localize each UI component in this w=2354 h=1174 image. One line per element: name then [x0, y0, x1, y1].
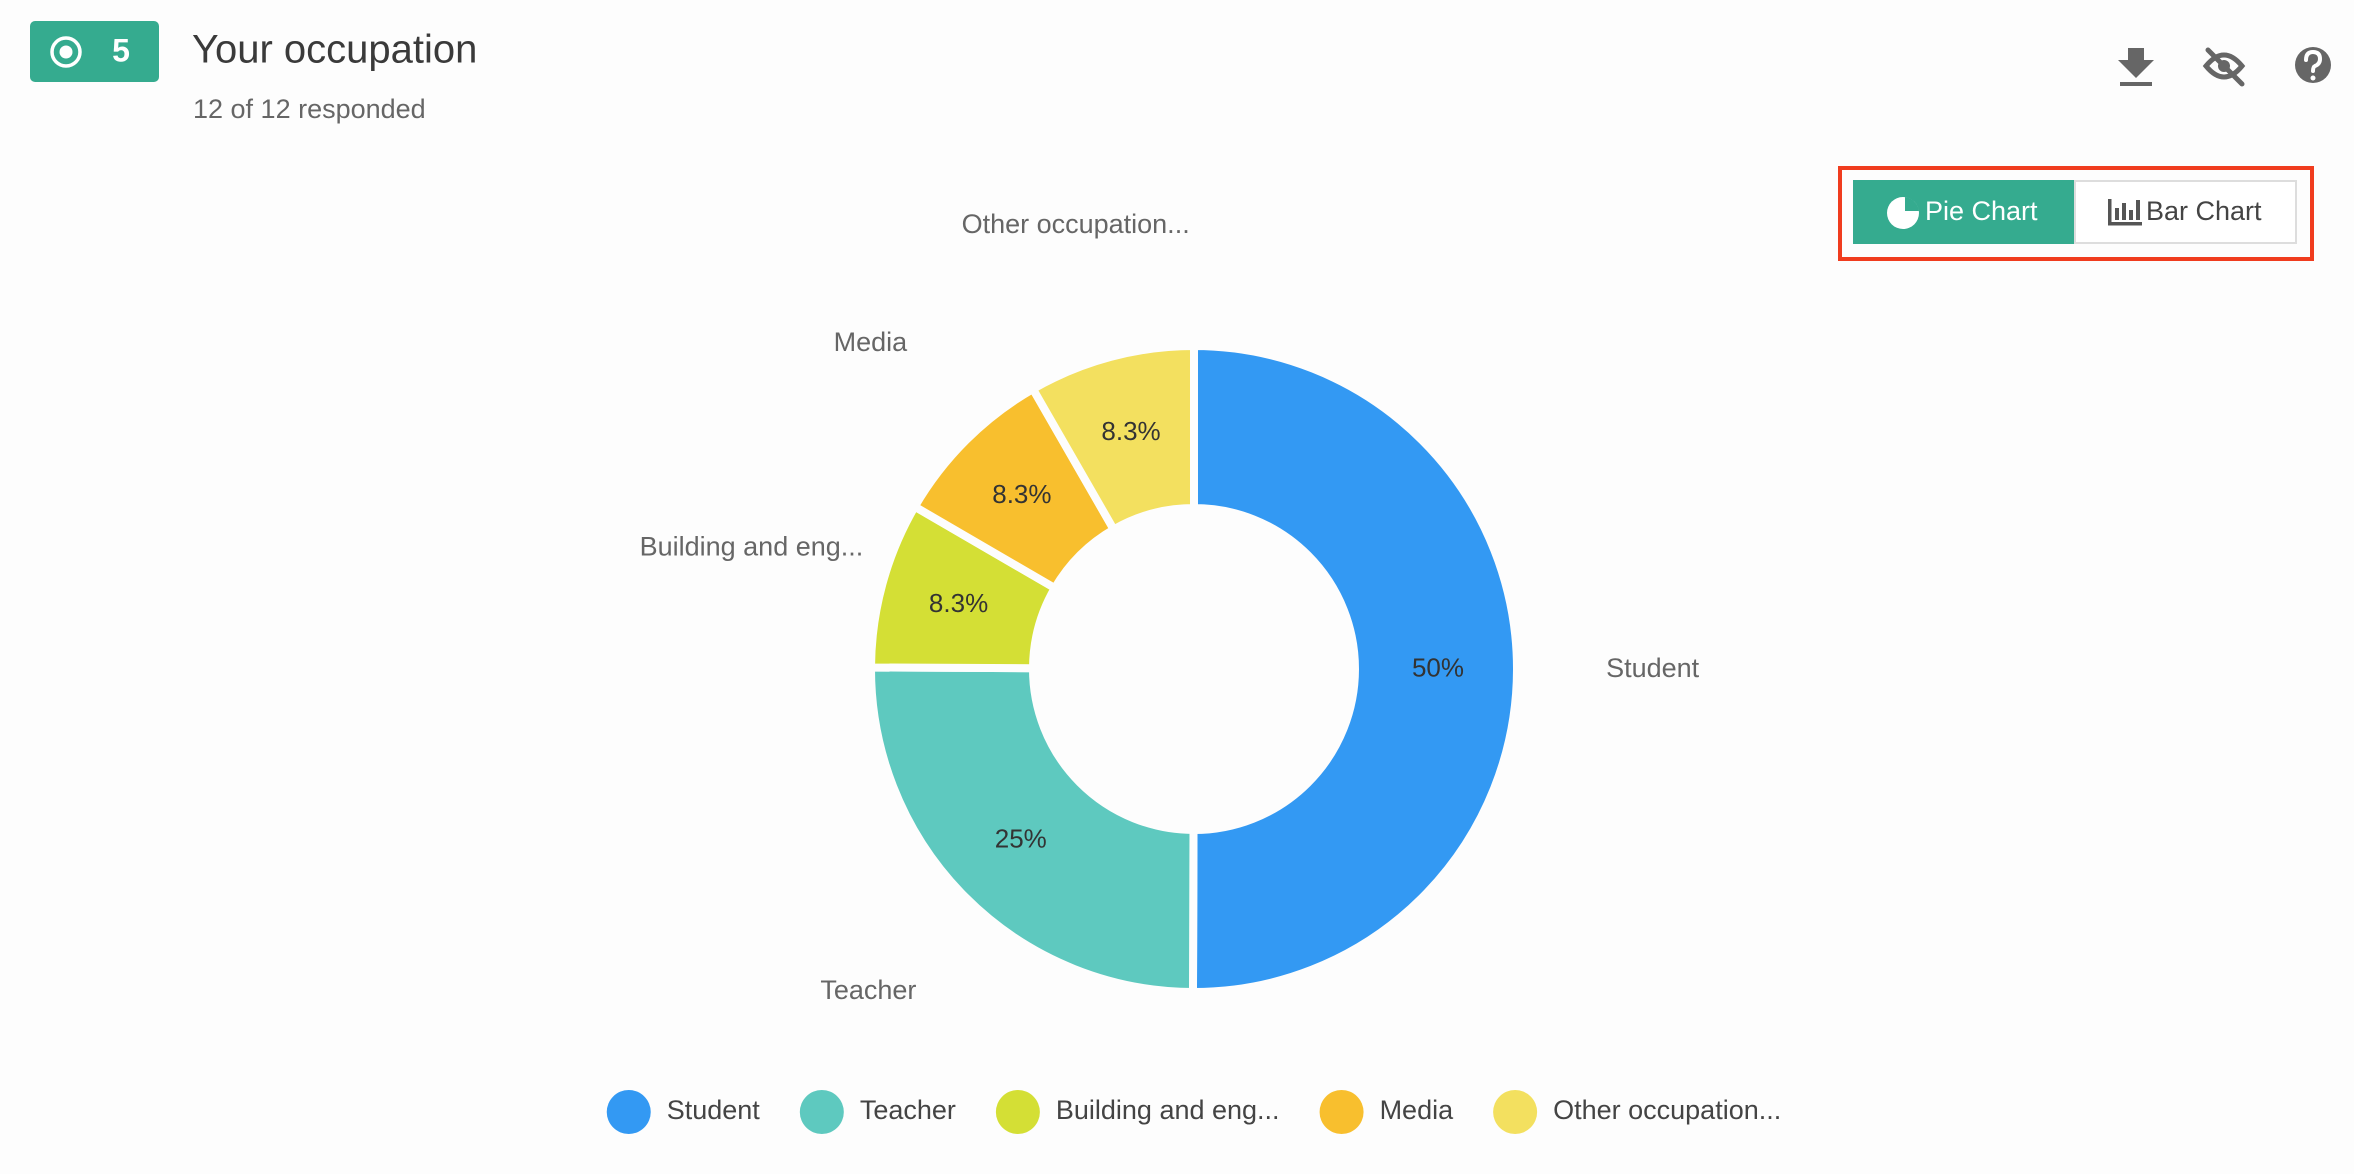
question-title: Your occupation	[192, 28, 477, 72]
badge-bg	[30, 21, 159, 82]
question-badge: 5	[30, 21, 159, 82]
legend-label: Student	[667, 1095, 761, 1125]
legend-label: Media	[1380, 1095, 1455, 1125]
slice-category-label: Student	[1606, 653, 1700, 683]
slice-value-label: 8.3%	[992, 479, 1051, 509]
slice-value-label: 8.3%	[929, 588, 988, 618]
donut-chart: 50% Student 25% Teacher 8.3% Building and eng…	[640, 209, 1700, 1005]
download-arrow	[2118, 48, 2154, 78]
bar-icon-axis	[2108, 199, 2112, 225]
legend-item: Media	[1319, 1090, 1455, 1134]
pie-chart-button[interactable]: Pie Chart	[1853, 180, 2075, 244]
hide-icon[interactable]	[2202, 47, 2246, 87]
download-icon[interactable]	[2118, 48, 2154, 86]
bar-icon-bar	[2122, 203, 2126, 220]
legend-item: Teacher	[799, 1090, 956, 1134]
legend-label: Other occupation...	[1553, 1095, 1781, 1125]
response-count: 12 of 12 responded	[193, 94, 426, 124]
help-mark	[2304, 49, 2323, 73]
legend-swatch	[1493, 1090, 1538, 1134]
legend-swatch	[1319, 1090, 1364, 1134]
slice-category-label: Media	[834, 327, 909, 357]
bar-icon	[2108, 199, 2142, 226]
legend-item: Building and eng...	[995, 1090, 1280, 1134]
donut-slice	[1028, 342, 1198, 534]
legend-label: Teacher	[860, 1095, 956, 1125]
legend-item: Student	[606, 1090, 761, 1134]
donut-slice	[1188, 342, 1522, 996]
badge-number: 5	[112, 32, 130, 68]
pie-button-label: Pie Chart	[1925, 196, 2038, 226]
bar-icon-base	[2108, 222, 2142, 226]
bar-chart-button[interactable]: Bar Chart	[2074, 180, 2297, 244]
bar-icon-bar	[2115, 208, 2119, 220]
download-base	[2120, 82, 2152, 86]
pie-icon-cut	[1905, 197, 1919, 211]
bar-button-bg	[2074, 180, 2297, 244]
donut-slice	[867, 663, 1198, 996]
slice-value-label: 50%	[1412, 652, 1464, 682]
slice-category-label: Other occupation...	[962, 209, 1190, 239]
legend-swatch	[799, 1090, 844, 1134]
slice-category-label: Building and eng...	[640, 532, 864, 562]
legend-label: Building and eng...	[1056, 1095, 1280, 1125]
legend-swatch	[995, 1090, 1040, 1134]
radio-dot	[59, 45, 73, 59]
legend-swatch	[606, 1090, 651, 1134]
slice-value-label: 8.3%	[1101, 416, 1160, 446]
bar-button-label: Bar Chart	[2146, 196, 2262, 226]
highlight-box	[1838, 166, 2314, 261]
legend: Student Teacher Building and eng... Media Ot…	[606, 1090, 1781, 1134]
eye-slash	[2205, 47, 2245, 87]
bar-icon-bar	[2136, 200, 2140, 220]
radio-icon	[50, 36, 82, 68]
legend-item: Other occupation...	[1493, 1090, 1781, 1134]
slice-category-label: Teacher	[820, 975, 916, 1005]
slice-value-label: 25%	[995, 824, 1047, 854]
help-icon[interactable]	[2295, 47, 2331, 83]
bar-icon-bar	[2129, 210, 2133, 220]
help-dot	[2310, 75, 2316, 81]
